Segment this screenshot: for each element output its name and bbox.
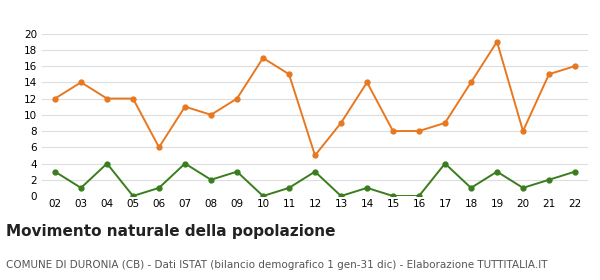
- Text: Movimento naturale della popolazione: Movimento naturale della popolazione: [6, 224, 335, 239]
- Text: COMUNE DI DURONIA (CB) - Dati ISTAT (bilancio demografico 1 gen-31 dic) - Elabor: COMUNE DI DURONIA (CB) - Dati ISTAT (bil…: [6, 260, 548, 270]
